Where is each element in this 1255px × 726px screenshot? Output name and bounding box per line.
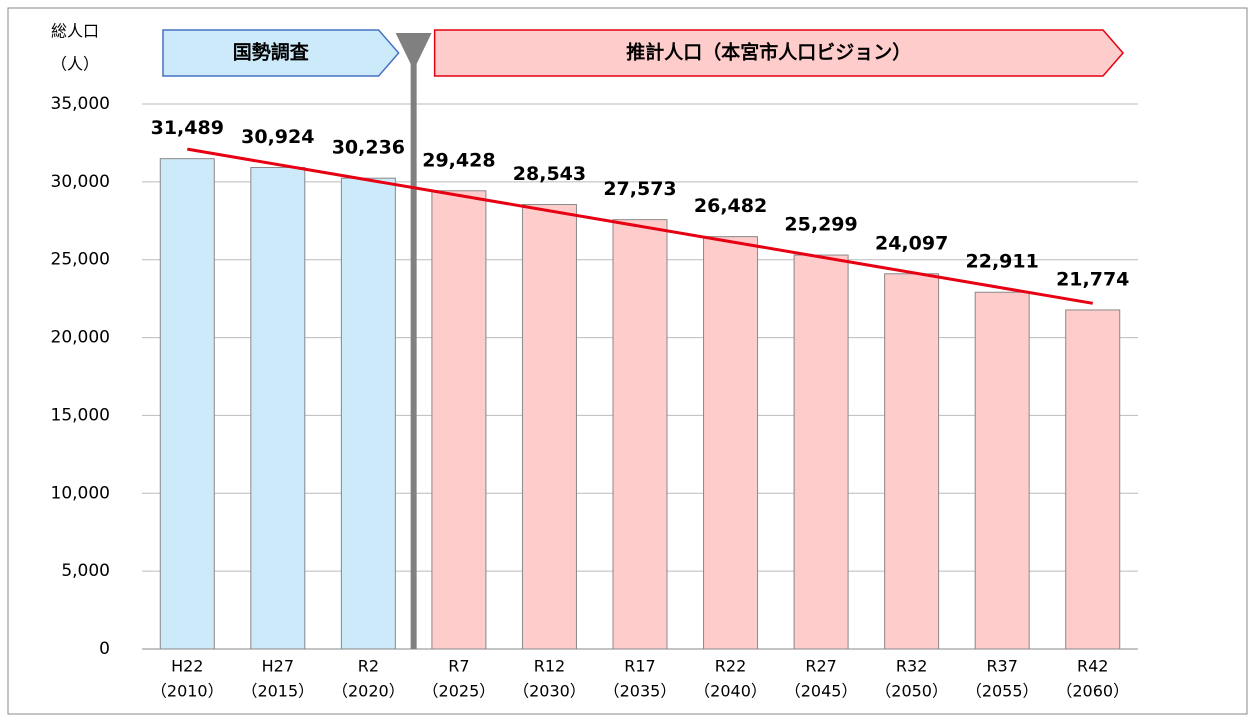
y-tick-label: 10,000 <box>51 483 110 503</box>
bar <box>612 219 668 650</box>
data-label: 28,543 <box>513 163 586 185</box>
data-label: 30,236 <box>332 137 405 159</box>
x-tick-year: （2040） <box>694 682 767 701</box>
x-tick-label: H22 <box>171 657 203 676</box>
bar <box>250 166 306 650</box>
x-tick-label: H27 <box>262 657 294 676</box>
data-label: 27,573 <box>603 178 676 200</box>
bar <box>1065 309 1121 650</box>
x-tick-year: （2020） <box>332 682 405 701</box>
x-tick-year: （2010） <box>151 682 224 701</box>
divider-marker <box>395 33 432 70</box>
y-tick-label: 5,000 <box>61 561 110 581</box>
x-tick-label: R32 <box>896 657 927 676</box>
x-tick-year: （2015） <box>241 682 314 701</box>
data-label: 25,299 <box>784 214 857 236</box>
x-tick-year: （2045） <box>785 682 858 701</box>
x-tick-year: （2050） <box>875 682 948 701</box>
bar <box>703 236 759 650</box>
data-label: 31,489 <box>151 117 224 139</box>
y-axis-label: 総人口 <box>51 22 99 41</box>
bar <box>884 273 940 650</box>
bar <box>974 291 1030 650</box>
x-tick-label: R7 <box>448 657 469 676</box>
x-tick-year: （2030） <box>513 682 586 701</box>
x-tick-label: R22 <box>715 657 746 676</box>
x-tick-label: R17 <box>624 657 655 676</box>
x-tick-year: （2060） <box>1056 682 1129 701</box>
y-tick-label: 30,000 <box>51 172 110 192</box>
x-tick-label: R42 <box>1077 657 1108 676</box>
x-tick-year: （2025） <box>423 682 496 701</box>
y-axis-unit: （人） <box>51 55 99 74</box>
data-label: 30,924 <box>241 126 314 148</box>
x-tick-year: （2055） <box>966 682 1039 701</box>
bar <box>431 190 487 650</box>
x-tick-year: （2035） <box>604 682 677 701</box>
banner-arrow <box>162 29 400 77</box>
y-tick-label: 15,000 <box>51 405 110 425</box>
x-tick-label: R27 <box>805 657 836 676</box>
y-tick-label: 25,000 <box>51 250 110 270</box>
data-label: 29,428 <box>422 149 495 171</box>
trend-line <box>187 147 1093 305</box>
data-label: 22,911 <box>966 251 1039 273</box>
data-label: 21,774 <box>1056 268 1129 290</box>
bar <box>340 177 396 650</box>
x-tick-label: R12 <box>534 657 565 676</box>
y-tick-label: 0 <box>99 639 110 659</box>
banner-label: 推計人口（本宮市人口ビジョン） <box>626 41 911 64</box>
data-label: 26,482 <box>694 195 767 217</box>
bar <box>159 158 215 650</box>
banner-arrow <box>433 29 1124 77</box>
x-tick-label: R2 <box>358 657 379 676</box>
bar <box>521 204 577 650</box>
bar <box>793 254 849 650</box>
x-tick-label: R37 <box>986 657 1017 676</box>
banner-label: 国勢調査 <box>233 41 310 64</box>
y-tick-label: 20,000 <box>51 328 110 348</box>
y-tick-label: 35,000 <box>51 94 110 114</box>
data-label: 24,097 <box>875 232 948 254</box>
